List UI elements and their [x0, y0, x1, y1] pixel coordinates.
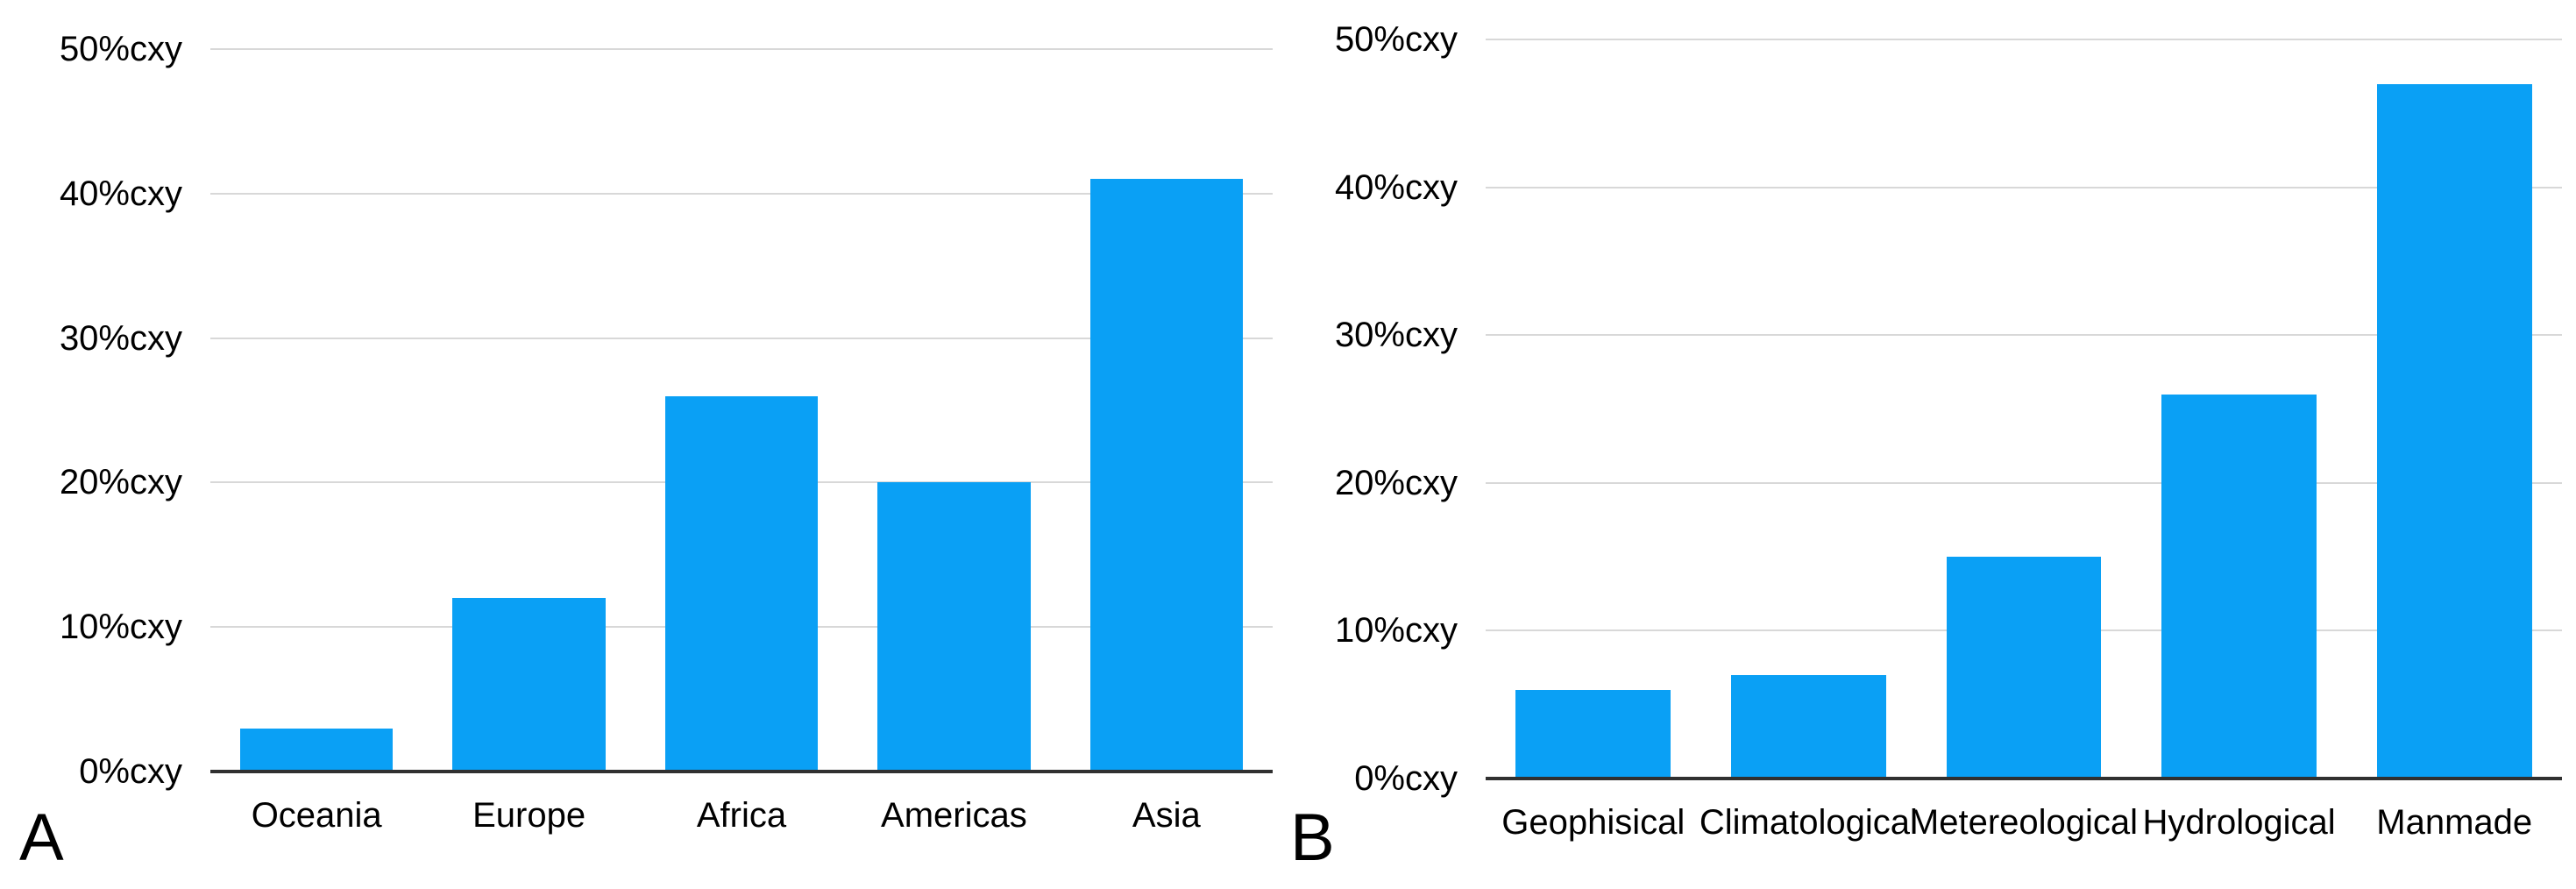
gridline-40: [210, 192, 1273, 195]
y-tick-label-50: 50%cxy: [1334, 20, 1458, 59]
bar-geophisical: [1515, 689, 1671, 779]
x-axis-baseline: [1486, 777, 2562, 780]
bar-metereological: [1946, 557, 2102, 779]
bar-oceania: [239, 728, 394, 772]
x-axis-label-oceania: Oceania: [251, 796, 382, 835]
x-axis-baseline: [210, 770, 1273, 773]
y-tick-label-0: 0%cxy: [1354, 759, 1458, 798]
gridline-50: [1486, 39, 2562, 40]
x-axis-label-asia: Asia: [1132, 796, 1201, 835]
panel-label-b: B: [1290, 800, 1335, 875]
gridline-50: [210, 48, 1273, 50]
plot-area-chart-b: 0%cxy 10%cxy 20%cxy 30%cxy 40%cxy 50%cxy Geoph…: [1335, 22, 2562, 840]
x-axis-label-geophisical: Geophisical: [1501, 803, 1685, 842]
y-tick-label-10: 10%cxy: [1334, 611, 1458, 651]
panel-label-a: A: [19, 800, 64, 875]
bar-asia: [1089, 179, 1244, 772]
y-tick-label-0: 0%cxy: [79, 752, 182, 791]
x-axis-label-manmade: Manmade: [2376, 803, 2533, 842]
bar-africa: [664, 395, 819, 772]
bar-climatological: [1730, 674, 1886, 779]
y-tick-label-30: 30%cxy: [59, 318, 182, 358]
x-axis-label-africa: Africa: [696, 796, 787, 835]
plot-area-chart-a: 0%cxy 10%cxy 20%cxy 30%cxy 40%cxy 50%cxy Ocean…: [60, 32, 1273, 833]
x-axis-label-americas: Americas: [881, 796, 1027, 835]
y-tick-label-40: 40%cxy: [1334, 167, 1458, 207]
y-tick-label-40: 40%cxy: [59, 174, 182, 213]
gridline-20: [1486, 481, 2562, 484]
bar-europe: [452, 598, 606, 772]
gridline-30: [1486, 334, 2562, 337]
y-tick-label-20: 20%cxy: [1334, 463, 1458, 502]
bar-hydrological: [2161, 394, 2317, 779]
bar-manmade: [2376, 83, 2532, 779]
y-tick-label-10: 10%cxy: [59, 608, 182, 647]
y-tick-label-30: 30%cxy: [1334, 316, 1458, 355]
x-axis-label-metereological: Metereological: [1909, 803, 2139, 842]
y-tick-label-50: 50%cxy: [59, 30, 182, 68]
x-axis-label-hydrological: Hydrological: [2142, 803, 2336, 842]
bar-americas: [877, 482, 1031, 772]
x-axis-label-europe: Europe: [472, 796, 586, 835]
chart-panel-b: 0%cxy 10%cxy 20%cxy 30%cxy 40%cxy 50%cxy Geoph…: [1280, 0, 2576, 889]
x-axis-label-climatological: Climatological: [1699, 803, 1918, 842]
chart-panel-a: 0%cxy 10%cxy 20%cxy 30%cxy 40%cxy 50%cxy Ocean…: [0, 0, 1280, 889]
y-tick-label-20: 20%cxy: [59, 463, 182, 502]
gridline-30: [210, 337, 1273, 339]
gridline-40: [1486, 186, 2562, 188]
